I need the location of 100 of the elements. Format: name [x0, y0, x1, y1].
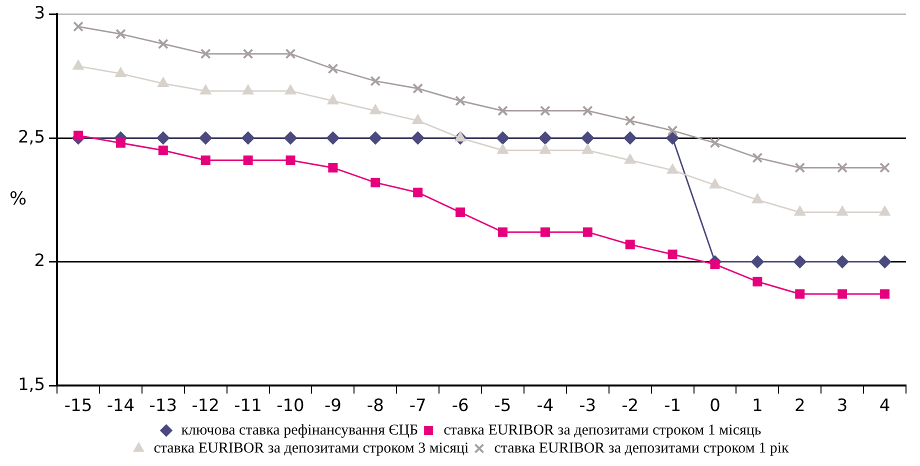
- x-tick-label: -9: [324, 396, 342, 416]
- point: [199, 132, 212, 144]
- point: [200, 48, 211, 60]
- legend-label: ставка EURIBOR за депозитами строком 3 місяці: [154, 440, 469, 456]
- point: [795, 289, 805, 299]
- point: [368, 132, 382, 144]
- point: [200, 156, 210, 166]
- point: [455, 96, 466, 106]
- point: [285, 48, 296, 60]
- point: [668, 250, 678, 260]
- point: [413, 188, 423, 198]
- point: [411, 132, 424, 144]
- point: [456, 208, 466, 218]
- point: [157, 77, 169, 88]
- x-tick-label: 3: [836, 396, 848, 416]
- point: [412, 83, 424, 94]
- point: [625, 240, 635, 250]
- point: [116, 138, 126, 148]
- x-tick-label: -1: [664, 396, 682, 416]
- point: [667, 125, 678, 136]
- point: [242, 132, 255, 144]
- point: [582, 227, 592, 237]
- point: [242, 48, 254, 60]
- point: [284, 84, 296, 94]
- y-axis-title: %: [9, 188, 27, 210]
- point: [752, 152, 763, 164]
- point: [454, 132, 466, 142]
- point: [838, 289, 848, 299]
- x-tick-label: -5: [494, 396, 512, 416]
- point: [709, 178, 721, 189]
- point: [158, 146, 168, 156]
- point: [412, 114, 424, 124]
- y-tick-label: 1,5: [18, 375, 46, 396]
- point: [710, 260, 720, 270]
- x-tick-label: -3: [579, 396, 596, 416]
- legend-label: ключова ставка рефінансування ЄЦБ: [181, 422, 418, 438]
- y-tick-label: 2: [34, 251, 46, 272]
- point: [540, 227, 550, 237]
- point: [72, 60, 84, 70]
- point: [284, 132, 297, 144]
- point: [497, 144, 508, 154]
- point: [879, 206, 890, 216]
- point: [624, 132, 637, 144]
- x-tick-label: -6: [452, 396, 469, 416]
- point: [327, 94, 339, 104]
- x-tick-label: 2: [794, 396, 806, 416]
- point: [624, 154, 636, 164]
- x-tick-label: -11: [234, 396, 262, 416]
- legend-label: ставка EURIBOR за депозитами строком 1 рік: [494, 440, 790, 456]
- y-tick-label: 2,5: [18, 127, 46, 148]
- x-tick-label: 0: [710, 396, 720, 416]
- point: [498, 227, 508, 237]
- point: [878, 255, 892, 268]
- point: [794, 206, 806, 216]
- point: [498, 106, 508, 116]
- point: [836, 255, 849, 268]
- x-tick-label: -4: [536, 396, 554, 416]
- y-tick-label: 3: [34, 4, 46, 24]
- point: [326, 132, 340, 144]
- point: [540, 106, 550, 116]
- point: [750, 255, 764, 268]
- x-tick-label: -14: [106, 396, 135, 416]
- point: [242, 84, 254, 94]
- point: [73, 21, 84, 32]
- point: [666, 164, 678, 174]
- point: [710, 138, 720, 148]
- point: [370, 104, 382, 114]
- point: [752, 276, 762, 286]
- x-tick-label: 4: [879, 396, 890, 416]
- point: [624, 115, 636, 126]
- legend-label: ставка EURIBOR за депозитами строком 1 місяць: [444, 422, 762, 438]
- point: [880, 162, 890, 173]
- point: [156, 132, 170, 144]
- x-tick-label: -2: [622, 396, 639, 416]
- point: [793, 255, 806, 268]
- x-tick-label: -12: [192, 396, 220, 416]
- point: [286, 156, 296, 166]
- x-tick-label: -10: [276, 396, 304, 416]
- point: [370, 76, 381, 86]
- point: [74, 130, 84, 140]
- point: [794, 162, 806, 173]
- point: [115, 67, 126, 78]
- point: [582, 106, 593, 116]
- point: [581, 132, 594, 144]
- x-tick-label: -13: [149, 396, 178, 416]
- point: [158, 38, 168, 50]
- point: [496, 132, 510, 144]
- point: [837, 162, 848, 173]
- x-tick-label: -8: [366, 396, 384, 416]
- point: [328, 63, 338, 74]
- point: [836, 206, 848, 216]
- point: [370, 178, 380, 188]
- point: [539, 144, 551, 154]
- point: [200, 84, 212, 94]
- point: [115, 28, 126, 40]
- x-tick-label: -15: [64, 396, 92, 416]
- point: [328, 162, 338, 172]
- point: [538, 132, 552, 144]
- point: [243, 156, 253, 166]
- x-tick-label: -7: [409, 396, 426, 416]
